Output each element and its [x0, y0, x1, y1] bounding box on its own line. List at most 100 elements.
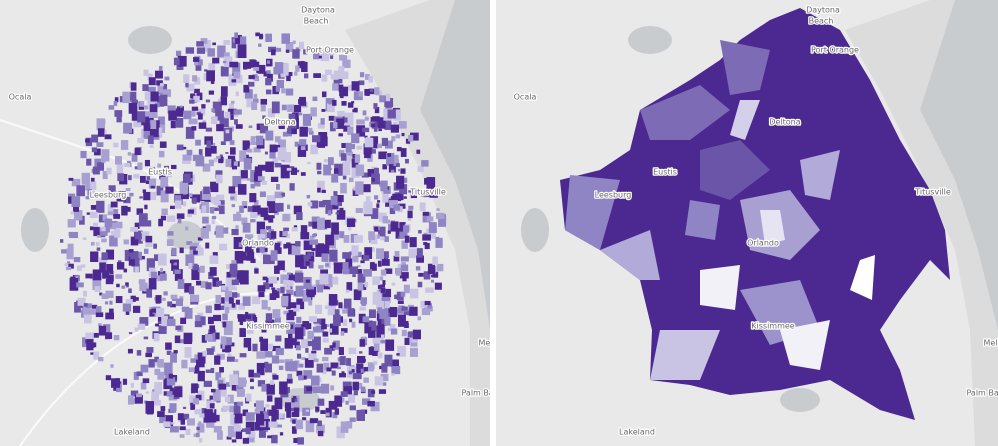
block: [246, 178, 251, 181]
block: [407, 216, 412, 221]
block: [71, 196, 81, 207]
block: [130, 82, 137, 91]
left-map: Daytona Beach Port Orange Ocala Leesburg Eust…: [0, 0, 490, 446]
block: [236, 388, 246, 397]
block: [325, 203, 333, 214]
block: [364, 137, 374, 148]
block: [358, 351, 363, 354]
block: [279, 432, 284, 436]
block: [358, 313, 366, 324]
block: [156, 185, 164, 196]
block: [130, 295, 136, 302]
block: [146, 347, 154, 353]
block: [222, 321, 227, 328]
block: [378, 128, 382, 132]
block: [340, 182, 347, 194]
block: [140, 364, 149, 373]
place-label: Titusville: [914, 188, 951, 197]
block: [114, 228, 121, 238]
block: [256, 246, 265, 253]
block: [105, 332, 113, 339]
block: [131, 153, 138, 162]
block: [305, 279, 310, 283]
block: [224, 290, 232, 302]
block: [61, 249, 68, 254]
block: [159, 273, 167, 281]
block: [242, 256, 250, 261]
block: [313, 318, 322, 324]
block: [376, 248, 384, 260]
block: [262, 115, 266, 119]
block: [322, 331, 329, 337]
block: [205, 242, 210, 249]
block: [105, 290, 114, 299]
block: [317, 170, 322, 175]
block: [225, 129, 230, 134]
block: [149, 123, 159, 138]
block: [284, 337, 293, 349]
block: [348, 225, 352, 231]
block: [175, 50, 182, 57]
block: [116, 198, 120, 202]
block: [144, 91, 152, 101]
block: [92, 269, 102, 281]
block: [96, 247, 101, 251]
block: [385, 199, 392, 207]
block: [384, 300, 390, 309]
block: [116, 164, 124, 174]
block: [325, 69, 332, 75]
block: [249, 240, 256, 248]
block: [269, 380, 275, 385]
block: [258, 407, 266, 418]
block: [410, 192, 418, 199]
block: [387, 109, 396, 119]
block: [142, 289, 148, 294]
block: [110, 364, 114, 368]
block: [368, 346, 375, 356]
block: [128, 288, 132, 294]
block: [167, 105, 176, 114]
block: [362, 284, 367, 290]
block: [277, 424, 282, 428]
block: [202, 216, 209, 224]
block: [145, 111, 150, 117]
block: [401, 132, 405, 137]
block: [264, 151, 268, 155]
block: [229, 342, 235, 347]
block: [429, 188, 438, 198]
block: [258, 325, 263, 328]
block: [138, 213, 148, 227]
block: [201, 104, 206, 109]
block: [374, 226, 379, 232]
block: [352, 381, 359, 391]
block: [269, 293, 277, 300]
block: [292, 40, 296, 44]
block: [307, 289, 315, 298]
block: [365, 196, 371, 203]
block: [260, 229, 267, 239]
block: [377, 260, 382, 267]
block: [318, 201, 325, 208]
block: [331, 370, 336, 376]
block: [346, 151, 350, 156]
block: [384, 140, 393, 149]
block: [330, 328, 335, 332]
block: [282, 231, 288, 237]
block: [91, 304, 98, 309]
block: [139, 196, 143, 199]
block: [83, 314, 92, 324]
block: [144, 204, 148, 210]
block: [351, 133, 360, 144]
block: [235, 299, 240, 305]
block: [368, 75, 373, 83]
block: [393, 122, 397, 125]
block: [409, 306, 418, 316]
block: [237, 314, 247, 322]
block: [352, 109, 358, 113]
place-label: Eustis: [653, 168, 677, 177]
block: [333, 122, 338, 129]
block: [231, 279, 239, 286]
block: [320, 48, 330, 62]
block: [362, 184, 371, 193]
block: [278, 359, 285, 363]
